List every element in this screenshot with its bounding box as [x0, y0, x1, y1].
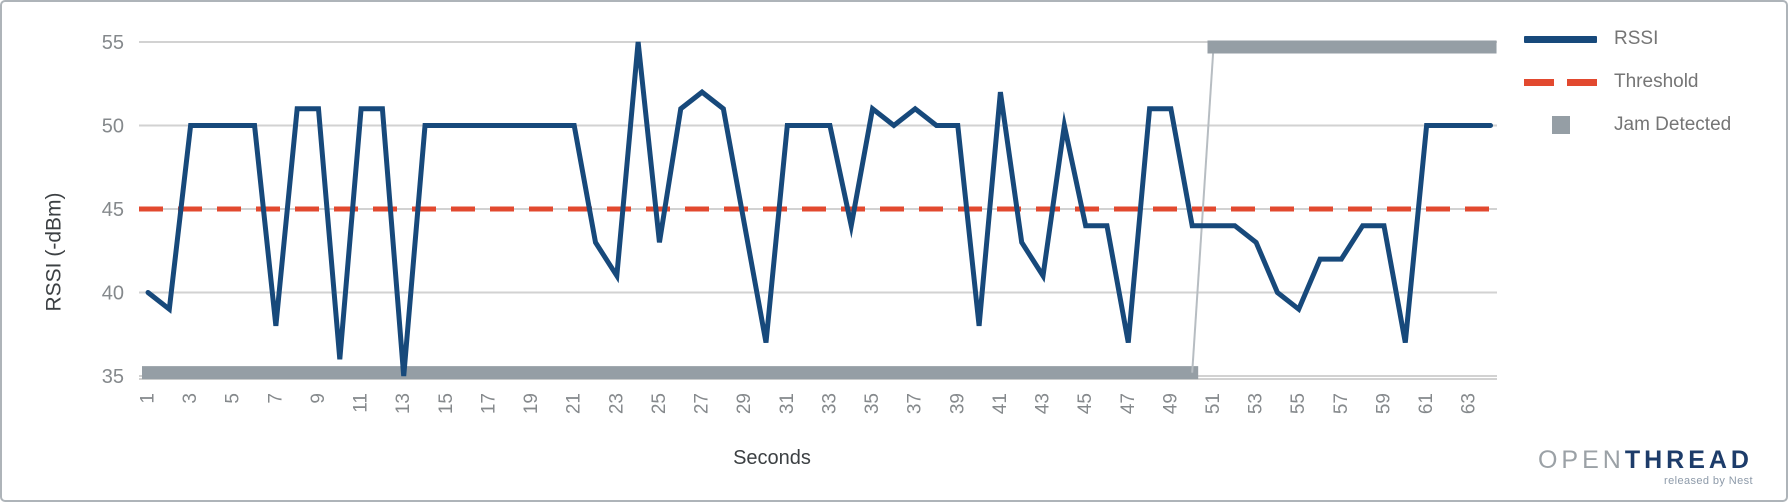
legend-label-jam-detected: Jam Detected — [1614, 114, 1732, 135]
y-tick-label: 55 — [102, 32, 124, 54]
x-tick-label: 17 — [478, 393, 499, 414]
x-tick-label: 39 — [947, 393, 968, 414]
x-tick-label: 49 — [1160, 393, 1181, 414]
legend-label-rssi: RSSI — [1614, 28, 1659, 49]
x-axis-title: Seconds — [733, 447, 811, 469]
x-tick-label: 5 — [223, 393, 244, 404]
jam-square-swatch-icon — [1524, 116, 1597, 134]
x-tick-label: 53 — [1246, 393, 1267, 414]
legend-label-threshold: Threshold — [1614, 71, 1699, 92]
x-tick-label: 33 — [819, 393, 840, 414]
x-tick-label: 35 — [862, 393, 883, 414]
rssi-line — [145, 41, 1494, 377]
x-tick-label: 15 — [436, 393, 457, 414]
x-tick-label: 13 — [393, 393, 414, 414]
x-tick-label: 3 — [180, 393, 201, 404]
x-tick-label: 37 — [905, 393, 926, 414]
x-tick-label: 57 — [1331, 393, 1352, 414]
x-tick-label: 51 — [1203, 393, 1224, 414]
legend-item-rssi: RSSI — [1524, 27, 1731, 51]
x-tick-label: 41 — [990, 393, 1011, 414]
x-tick-label: 27 — [692, 393, 713, 414]
x-tick-label: 63 — [1459, 393, 1480, 414]
logo-open-text: OPEN — [1537, 446, 1625, 474]
threshold-dash-swatch-icon — [1524, 78, 1597, 86]
y-tick-label: 45 — [102, 199, 124, 221]
y-tick-label: 50 — [102, 116, 124, 138]
openthread-wordmark: OPENTHREAD — [1538, 448, 1753, 473]
x-tick-label: 11 — [351, 393, 372, 413]
y-tick-label: 40 — [102, 283, 124, 305]
x-tick-label: 45 — [1075, 393, 1096, 414]
x-tick-label: 43 — [1033, 393, 1054, 414]
x-tick-label: 59 — [1373, 393, 1394, 414]
x-tick-label: 47 — [1118, 393, 1139, 414]
jam-connector — [1191, 46, 1215, 373]
x-tick-label: 23 — [606, 393, 627, 414]
legend-item-threshold: Threshold — [1524, 70, 1731, 94]
x-tick-label: 29 — [734, 393, 755, 414]
x-tick-label: 9 — [308, 393, 329, 404]
x-tick-label: 1 — [138, 393, 159, 404]
x-tick-label: 31 — [777, 393, 798, 414]
openthread-logo: OPENTHREAD released by Nest — [1538, 448, 1753, 487]
legend: RSSI Threshold Jam Detected — [1524, 27, 1731, 137]
x-tick-label: 61 — [1416, 393, 1437, 414]
x-tick-label: 21 — [564, 393, 585, 414]
logo-thread-text: THREAD — [1624, 446, 1753, 474]
x-tick-label: 19 — [521, 393, 542, 414]
x-tick-label: 7 — [265, 393, 286, 404]
legend-item-jam-detected: Jam Detected — [1524, 113, 1731, 137]
y-axis-title: RSSI (-dBm) — [43, 192, 66, 311]
x-tick-label: 25 — [649, 393, 670, 414]
rssi-line-swatch-icon — [1524, 35, 1597, 43]
y-tick-label: 35 — [102, 366, 124, 388]
x-tick-label: 55 — [1288, 393, 1309, 414]
logo-tagline: released by Nest — [1664, 475, 1753, 487]
